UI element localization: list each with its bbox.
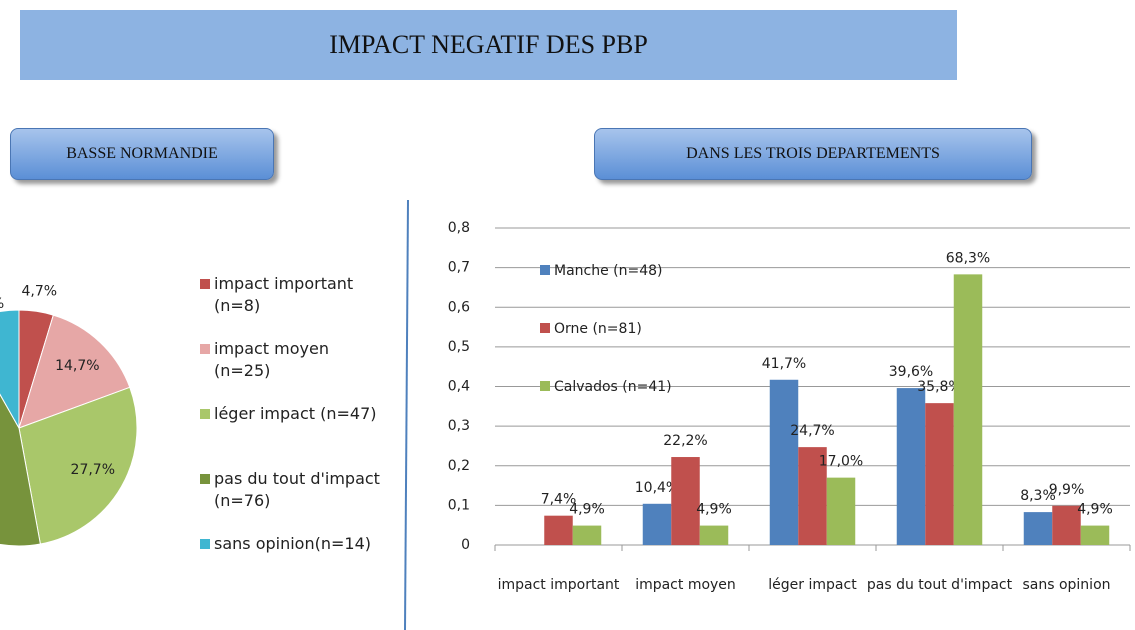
legend-entry: impact important (n=8) bbox=[200, 273, 384, 317]
y-tick-label: 0,4 bbox=[448, 379, 470, 395]
divider bbox=[404, 199, 409, 630]
data-label: 41,7% bbox=[762, 356, 806, 372]
bar bbox=[769, 379, 799, 545]
data-label: 14,7% bbox=[55, 358, 99, 374]
y-tick-label: 0,5 bbox=[448, 339, 470, 355]
data-label: 4,9% bbox=[1077, 502, 1113, 518]
bar bbox=[671, 457, 700, 545]
legend-swatch bbox=[200, 409, 210, 419]
data-label: 24,7% bbox=[790, 423, 834, 439]
data-label: 10,4% bbox=[635, 480, 679, 496]
legend-entry: léger impact (n=47) bbox=[200, 403, 384, 425]
bar bbox=[925, 403, 954, 545]
data-label: 4,9% bbox=[569, 502, 605, 518]
data-label: 8,3% bbox=[1020, 488, 1056, 504]
data-label: 68,3% bbox=[946, 250, 990, 266]
data-label: 27,7% bbox=[71, 462, 115, 478]
y-tick-label: 0,2 bbox=[448, 458, 470, 474]
bar bbox=[572, 525, 602, 545]
legend-label: Orne (n=81) bbox=[554, 321, 642, 337]
bar bbox=[953, 274, 983, 545]
data-label: 39,6% bbox=[889, 364, 933, 380]
y-tick-label: 0,7 bbox=[448, 260, 470, 276]
x-tick-label: impact moyen bbox=[635, 577, 736, 593]
legend-label: Manche (n=48) bbox=[554, 263, 663, 279]
bar bbox=[826, 477, 856, 545]
data-label: 7,4% bbox=[541, 492, 577, 508]
legend-entry: sans opinion(n=14) bbox=[200, 533, 384, 555]
bar bbox=[642, 503, 672, 545]
data-label: 35,8% bbox=[917, 379, 961, 395]
bar bbox=[1080, 525, 1110, 545]
pie-slice bbox=[18, 386, 138, 545]
legend-swatch bbox=[200, 539, 210, 549]
legend-label: Calvados (n=41) bbox=[554, 379, 672, 395]
tab: BASSE NORMANDIE bbox=[10, 128, 274, 180]
y-tick-label: 0,6 bbox=[448, 299, 470, 315]
legend-entry: pas du tout d'impact (n=76) bbox=[200, 468, 384, 512]
bar bbox=[1023, 512, 1053, 545]
y-tick-label: 0,3 bbox=[448, 418, 470, 434]
y-tick-label: 0 bbox=[461, 537, 470, 553]
data-label: 17,0% bbox=[819, 454, 863, 470]
data-label: 4,7% bbox=[22, 284, 58, 300]
y-tick-label: 0,1 bbox=[448, 497, 470, 513]
bar bbox=[1052, 505, 1081, 545]
data-label: 8,2% bbox=[0, 296, 4, 312]
x-tick-label: sans opinion bbox=[1022, 577, 1110, 593]
pie-slice bbox=[0, 309, 20, 430]
legend-swatch bbox=[200, 344, 210, 354]
x-tick-label: impact important bbox=[498, 577, 620, 593]
pie-slice bbox=[18, 314, 131, 429]
x-tick-label: léger impact bbox=[768, 577, 857, 593]
bar bbox=[798, 447, 827, 545]
legend-swatch bbox=[200, 474, 210, 484]
legend-swatch bbox=[540, 381, 550, 391]
data-label: 22,2% bbox=[663, 433, 707, 449]
legend-swatch bbox=[540, 323, 550, 333]
title-banner: IMPACT NEGATIF DES PBP bbox=[20, 10, 957, 80]
pie-slice bbox=[0, 393, 41, 547]
bar bbox=[544, 515, 573, 545]
bar bbox=[699, 525, 729, 545]
data-label: 9,9% bbox=[1049, 482, 1085, 498]
data-label: 4,9% bbox=[696, 502, 732, 518]
legend-swatch bbox=[200, 279, 210, 289]
x-tick-label: pas du tout d'impact bbox=[867, 577, 1013, 593]
legend-entry: impact moyen (n=25) bbox=[200, 338, 384, 382]
y-tick-label: 0,8 bbox=[448, 220, 470, 236]
tab: DANS LES TROIS DEPARTEMENTS bbox=[594, 128, 1032, 180]
legend-swatch bbox=[540, 265, 550, 275]
bar bbox=[896, 388, 926, 545]
